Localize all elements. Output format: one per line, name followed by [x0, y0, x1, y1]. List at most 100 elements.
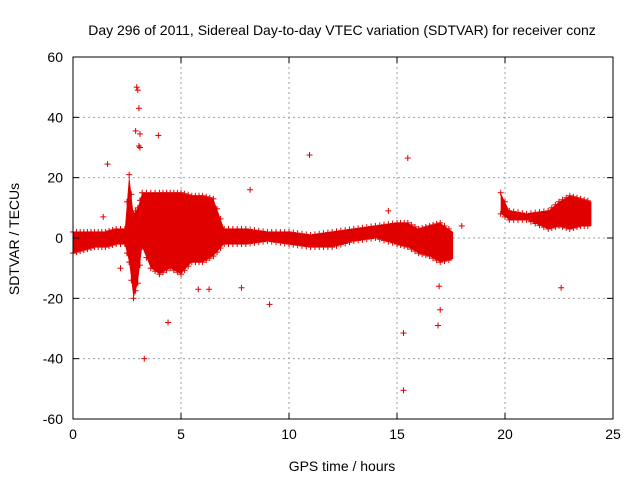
band-edge-point: [132, 207, 139, 214]
x-tick-labels: 0 5 10 15 20 25: [69, 426, 621, 442]
y-tick-label: 0: [55, 230, 63, 246]
band-edge-point: [506, 207, 513, 214]
band-edge-point: [523, 216, 530, 223]
band-edge-point: [430, 255, 436, 262]
band-edge-point: [355, 225, 362, 232]
band-edge-point: [88, 245, 94, 252]
band-edge-point: [408, 221, 415, 228]
band-edge-point: [167, 265, 174, 272]
y-tick-label: -20: [43, 290, 63, 306]
band-edge-point: [368, 223, 375, 230]
outlier-point: [155, 132, 162, 139]
band-edge-point: [333, 228, 340, 235]
band-edge-point: [128, 191, 135, 198]
band-edge-point: [260, 238, 267, 245]
band-edge-point: [329, 228, 336, 235]
band-edge-point: [527, 218, 534, 225]
band-edge-point: [566, 225, 573, 232]
band-edge-point: [102, 228, 109, 235]
x-tick-label: 10: [281, 426, 297, 442]
x-axis-label: GPS time / hours: [289, 458, 396, 474]
band-edge-point: [281, 240, 288, 247]
band-edge-point: [545, 225, 552, 232]
outlier-point: [104, 161, 111, 168]
band-edge-point: [412, 248, 418, 255]
band-edge-point: [136, 262, 143, 269]
x-tick-label: 5: [177, 426, 185, 442]
band-edge-point: [581, 196, 588, 203]
band-edge-point: [346, 239, 353, 246]
band-edge-point: [419, 251, 426, 258]
band-edge-point: [329, 244, 336, 251]
band-edge-point: [311, 231, 318, 238]
band-edge-point: [260, 228, 267, 235]
band-edge-point: [359, 224, 366, 231]
band-edge-point: [540, 224, 547, 231]
outlier-point: [141, 355, 148, 362]
band-edge-point: [320, 230, 327, 237]
band-edge-point: [143, 254, 150, 261]
band-edge-point: [532, 220, 539, 227]
band-edge-point: [350, 238, 357, 245]
axis-ticks: [72, 56, 614, 420]
band-edge-point: [316, 230, 323, 237]
band-edge-point: [147, 265, 154, 272]
band-edge-point: [324, 229, 331, 236]
band-edge-point: [128, 277, 135, 284]
band-edge-point: [156, 271, 163, 278]
band-edge-point: [536, 222, 543, 229]
band-edge-point: [294, 230, 301, 237]
band-edge-point: [217, 245, 224, 252]
band-edge-point: [359, 236, 366, 243]
band-edge-point: [286, 241, 292, 248]
band-edge-point: [242, 241, 249, 248]
band-edge-point: [109, 226, 116, 233]
band-edge-point: [422, 223, 429, 230]
band-edge-point: [574, 223, 580, 230]
outlier-point: [435, 322, 442, 329]
band-edge-point: [376, 222, 383, 229]
band-edge-point: [545, 207, 552, 214]
band-edge-point: [433, 220, 440, 227]
band-edge-point: [181, 190, 188, 197]
band-edge-point: [426, 222, 433, 229]
band-edge-point: [298, 242, 305, 249]
band-edge-point: [401, 243, 408, 250]
band-edge-point: [124, 198, 130, 205]
band-edge-point: [559, 223, 566, 230]
band-edge-point: [363, 236, 370, 243]
band-edge-point: [548, 204, 555, 211]
x-tick-label: 15: [389, 426, 405, 442]
outlier-point: [385, 207, 392, 214]
band-edge-point: [342, 240, 349, 247]
outlier-point: [206, 286, 213, 293]
band-edge-point: [510, 208, 517, 215]
band-edge-point: [77, 248, 84, 255]
y-tick-label: 40: [47, 109, 63, 125]
band-edge-point: [385, 238, 392, 245]
band-edge-point: [412, 223, 418, 230]
band-edge-point: [584, 222, 591, 229]
band-edge-point: [372, 235, 379, 241]
band-edge-point: [404, 219, 411, 226]
band-edge-point: [178, 271, 184, 278]
outlier-point: [165, 319, 172, 326]
band-edge-point: [445, 225, 452, 232]
outlier-point: [404, 155, 411, 162]
data-points: [70, 84, 591, 394]
band-edge-point: [415, 250, 422, 257]
outlier-point: [132, 127, 139, 134]
outlier-point: [266, 301, 273, 308]
band-edge-point: [139, 244, 146, 251]
band-edge-point: [502, 213, 508, 220]
band-edge-point: [419, 224, 426, 231]
band-edge-point: [199, 259, 206, 266]
band-edge-point: [163, 267, 170, 274]
outlier-point: [100, 213, 107, 220]
band-edge-point: [532, 209, 539, 216]
outlier-point: [134, 87, 141, 94]
band-edge-point: [307, 231, 314, 238]
band-edge-point: [559, 196, 566, 203]
outlier-point: [135, 142, 142, 149]
y-tick-label: 60: [47, 49, 63, 65]
